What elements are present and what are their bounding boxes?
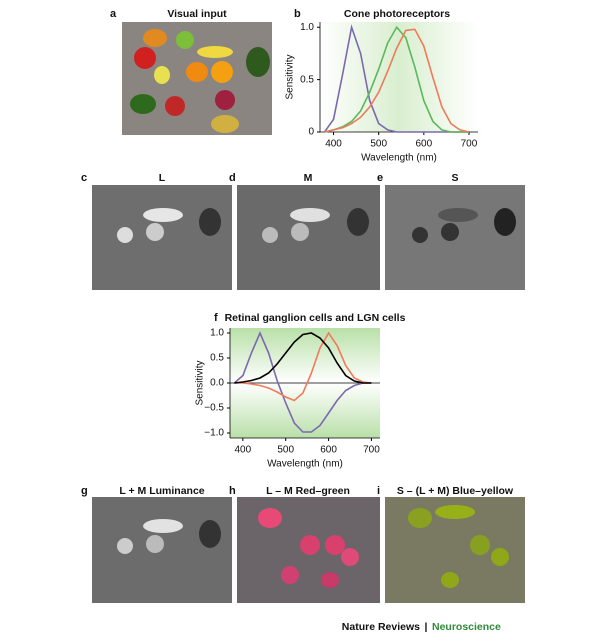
series-line — [234, 331, 372, 402]
photo-s — [385, 185, 525, 290]
photo-luminance — [92, 497, 232, 603]
x-tick-label: 600 — [415, 139, 432, 150]
plot-background — [320, 22, 478, 132]
series-line — [323, 24, 469, 133]
panel-title: L + M Luminance — [119, 485, 204, 497]
y-tick-label: −0.5 — [204, 403, 224, 414]
journal: Nature Reviews — [342, 621, 420, 633]
panel-title: Cone photoreceptors — [344, 8, 450, 20]
panel-letter: f — [214, 312, 218, 324]
panel-letter: d — [229, 172, 236, 184]
photo-red-green — [237, 497, 380, 603]
panel-letter: a — [110, 8, 117, 20]
x-tick-label: 600 — [320, 445, 337, 456]
y-tick-label: 0.0 — [210, 378, 224, 389]
panel-letter: g — [81, 485, 88, 497]
y-tick-label: 0.5 — [210, 353, 224, 364]
panel-letter: h — [229, 485, 236, 497]
x-tick-label: 500 — [370, 139, 387, 150]
x-tick-label: 500 — [277, 445, 294, 456]
y-tick-label: 0 — [308, 127, 314, 138]
y-tick-label: −1.0 — [204, 428, 224, 439]
x-tick-label: 700 — [461, 139, 478, 150]
photo-a — [122, 22, 272, 135]
photo-blue-yellow — [385, 497, 525, 603]
panel-title: S — [451, 172, 458, 184]
x-tick-label: 400 — [235, 445, 252, 456]
y-tick-label: 1.0 — [300, 22, 314, 33]
panel-title: Visual input — [167, 8, 227, 20]
y-axis-label: Sensitivity — [285, 54, 296, 99]
panel-letter: e — [377, 172, 383, 184]
x-tick-label: 700 — [363, 445, 380, 456]
panel-letter: c — [81, 172, 87, 184]
x-axis-label: Wavelength (nm) — [267, 459, 343, 470]
series-line — [324, 28, 470, 133]
separator: | — [425, 621, 428, 633]
y-tick-label: 1.0 — [210, 328, 224, 339]
photo-l — [92, 185, 232, 290]
panel-title: S – (L + M) Blue–yellow — [397, 485, 514, 497]
panel-title: L – M Red–green — [266, 485, 350, 497]
panel-title: Retinal ganglion cells and LGN cells — [225, 312, 406, 324]
series-line — [234, 332, 372, 384]
series-line — [233, 330, 372, 433]
y-axis-label: Sensitivity — [195, 360, 206, 405]
series-line — [324, 25, 469, 133]
photo-m — [237, 185, 380, 290]
x-tick-label: 400 — [325, 139, 342, 150]
x-axis-label: Wavelength (nm) — [361, 153, 437, 164]
panel-letter: b — [294, 8, 301, 20]
section: Neuroscience — [432, 621, 501, 633]
panel-title: L — [159, 172, 166, 184]
panel-title: M — [304, 172, 313, 184]
y-tick-label: 0.5 — [300, 74, 314, 85]
panel-letter: i — [377, 485, 380, 497]
